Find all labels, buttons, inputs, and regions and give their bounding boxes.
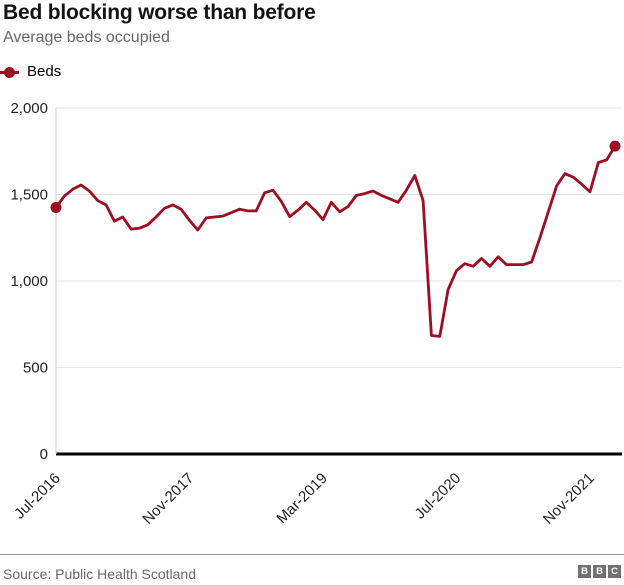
y-tick-label: 500 (23, 360, 48, 377)
series-endpoint-marker (50, 202, 62, 213)
bbc-logo-block-b1: B (578, 565, 591, 578)
y-tick-label: 1,500 (10, 187, 48, 204)
bbc-logo-block-b2: B (593, 565, 606, 578)
x-tick-label: Nov-2017 (139, 470, 197, 528)
beds-series-marker-icon (0, 66, 19, 79)
chart-title: Bed blocking worse than before (3, 1, 316, 24)
x-tick-label: Nov-2021 (540, 470, 598, 528)
legend: Beds (0, 64, 61, 80)
series-endpoint-marker (609, 140, 621, 152)
footer-divider (0, 554, 624, 555)
x-tick-label: Jul-2020 (412, 470, 465, 523)
source-credit: Source: Public Health Scotland (3, 566, 196, 582)
legend-dot-icon (4, 66, 15, 78)
bbc-logo-block-c: C (608, 565, 621, 578)
y-tick-label: 1,000 (10, 273, 48, 290)
x-tick-label: Mar-2019 (273, 470, 330, 527)
beds-series-line (54, 144, 617, 338)
y-tick-label: 0 (40, 446, 48, 463)
chart-subtitle: Average beds occupied (3, 29, 170, 46)
bbc-logo: B B C (578, 565, 621, 578)
y-tick-label: 2,000 (10, 100, 48, 117)
legend-label-beds: Beds (27, 63, 62, 80)
x-tick-label: Jul-2016 (11, 470, 64, 523)
